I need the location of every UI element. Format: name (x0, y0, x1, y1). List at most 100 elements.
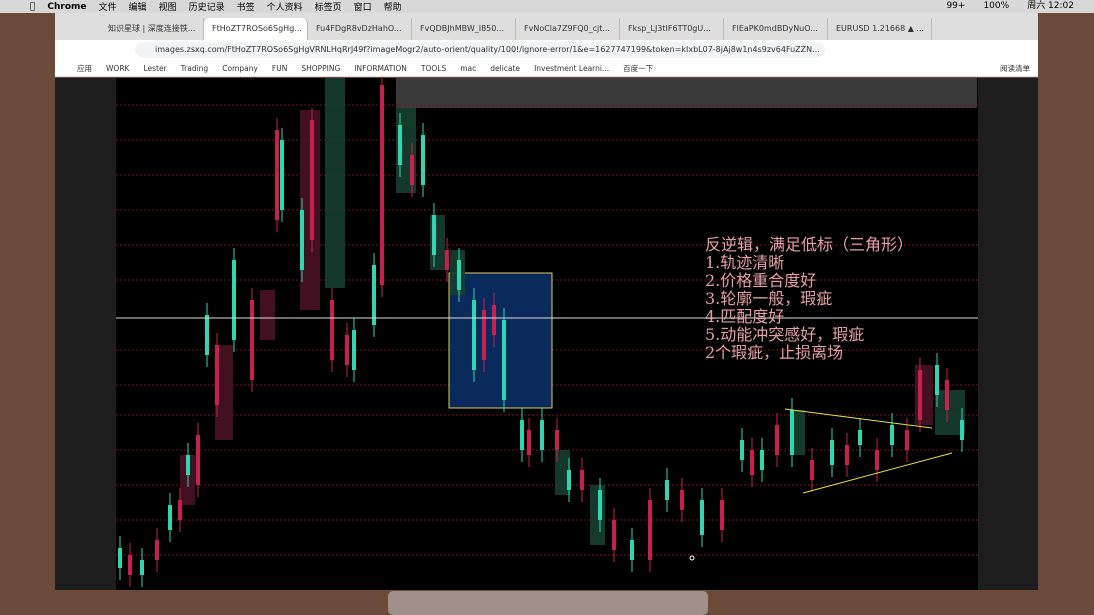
candle-body (700, 500, 704, 535)
candle-body (890, 425, 894, 445)
menu-item[interactable]: 文件 (93, 3, 117, 13)
bookmarks-bar: 应用 WORK Lester Trading Company FUN SHOPP… (55, 60, 1038, 77)
candle-body (830, 440, 834, 465)
candle-body (186, 455, 190, 475)
candle-body (155, 540, 159, 560)
bookmark[interactable]: FUN (271, 64, 288, 73)
candle-body (457, 260, 461, 290)
candle-body (472, 300, 476, 370)
annotation-line: 3.轮廓一般，瑕疵 (705, 289, 832, 308)
candle-body (520, 420, 524, 450)
candle-body (410, 155, 414, 185)
candle-body (612, 520, 616, 550)
tab[interactable]: Fu4FDgR8vDzHahO... (308, 18, 412, 40)
bookmark[interactable]: TOOLS (420, 64, 447, 73)
dock (388, 591, 708, 615)
candle-body (680, 490, 684, 510)
bookmark[interactable]: 百度一下 (623, 64, 654, 73)
menu-item[interactable]: 历史记录 (183, 3, 225, 13)
bookmark[interactable]: Company (222, 64, 258, 73)
bookmark[interactable]: mac (460, 64, 477, 73)
menu-item[interactable]: 编辑 (123, 3, 147, 13)
candle-body (502, 320, 506, 400)
candle-body (750, 450, 754, 475)
app-menu[interactable]: Chrome (42, 1, 86, 12)
tab[interactable]: FlEaPK0mdBDyNuO... (724, 18, 828, 40)
candle-body (960, 420, 964, 440)
battery[interactable]: 100% (983, 1, 1010, 11)
candle-body (760, 450, 764, 470)
triangle-top (784, 408, 933, 429)
overlay (396, 78, 977, 108)
candle-body (845, 445, 849, 465)
tab[interactable]: EURUSD 1.21668 ▲ ... (828, 18, 932, 40)
reading-list[interactable]: 阅读清单 (1000, 64, 1030, 73)
cursor (689, 555, 695, 561)
candle-body (205, 315, 209, 355)
candle-body (380, 85, 384, 285)
annotation-line: 5.动能冲突感好，瑕疵 (705, 325, 864, 344)
candle-body (275, 130, 279, 220)
menu-item[interactable]: 个人资料 (261, 3, 303, 13)
candle-body (580, 470, 584, 490)
tab[interactable]: FvQDBJhMBW_I850... (412, 18, 516, 40)
bookmark[interactable]: 应用 (77, 64, 92, 73)
candle-body (740, 440, 744, 460)
candle-body (128, 555, 132, 575)
menu-item[interactable]: 书签 (231, 3, 255, 13)
status: 99+ 100% 周六 12:02 (946, 0, 1074, 13)
tab[interactable]: FvNoCla7Z9FQ0_cjt... (516, 18, 620, 40)
bookmark[interactable]: Investment Learni... (534, 64, 610, 73)
apple[interactable]:  (30, 2, 35, 12)
annotation-line: 2.价格重合度好 (705, 271, 816, 290)
candle-body (118, 548, 122, 568)
chart-image: 反逆辑，满足低标（三角形） 1.轨迹清晰 2.价格重合度好 3.轮廓一般，瑕疵 … (116, 73, 978, 590)
candles (118, 73, 964, 587)
candle-body (918, 370, 922, 420)
address-bar[interactable]: images.zsxq.com/FtHoZT7ROSo6SgHgVRNLHqRr… (135, 42, 825, 58)
menu-item[interactable]: 窗口 (348, 3, 372, 13)
tab[interactable]: FtHoZT7ROSo6SgHg... (204, 18, 308, 40)
tab[interactable]: Fksp_LJ3tIF6TT0gU... (620, 18, 724, 40)
candle-body (540, 420, 544, 450)
tab[interactable]: 知识星球 | 深度连接铁... (100, 18, 204, 40)
shadow (915, 365, 933, 425)
candle-body (555, 430, 559, 450)
candle-body (196, 435, 200, 485)
highlight-box (448, 272, 553, 409)
candle-body (345, 335, 349, 365)
candle-body (280, 140, 284, 210)
annotation-line: 4.匹配度好 (705, 307, 784, 326)
candle-body (432, 215, 436, 255)
bookmark[interactable]: Lester (143, 64, 167, 73)
menu-item[interactable]: 标签页 (309, 3, 342, 13)
candle-body (482, 310, 486, 360)
bookmark[interactable]: WORK (106, 64, 130, 73)
menubar:  Chrome 文件 编辑 视图 历史记录 书签 个人资料 标签页 窗口 帮助… (0, 0, 1094, 13)
candle-body (232, 260, 236, 340)
candle-body (492, 305, 496, 335)
notifications[interactable]: 99+ (946, 1, 966, 11)
candle-body (858, 430, 862, 445)
bookmark[interactable]: Trading (180, 64, 209, 73)
bookmark[interactable]: delicate (490, 64, 521, 73)
menu-item[interactable]: 帮助 (378, 3, 402, 13)
candle-body (648, 500, 652, 560)
candle-body (330, 300, 334, 360)
clock[interactable]: 周六 12:02 (1027, 1, 1074, 11)
candle-body (372, 265, 376, 325)
shadow (325, 78, 345, 288)
candle-body (215, 345, 219, 405)
candle-body (810, 460, 814, 480)
candle-body (300, 210, 304, 270)
tab-strip: 知识星球 | 深度连接铁... FtHoZT7ROSo6SgHg... Fu4F… (55, 13, 1038, 40)
bookmark[interactable]: INFORMATION (354, 64, 407, 73)
candle-body (790, 410, 794, 455)
candle-body (178, 500, 182, 520)
candle-body (945, 380, 949, 410)
candle-body (527, 430, 531, 455)
bookmark[interactable]: SHOPPING (301, 64, 341, 73)
candle-body (630, 540, 634, 560)
menu-item[interactable]: 视图 (153, 3, 177, 13)
candle-body (905, 430, 909, 450)
